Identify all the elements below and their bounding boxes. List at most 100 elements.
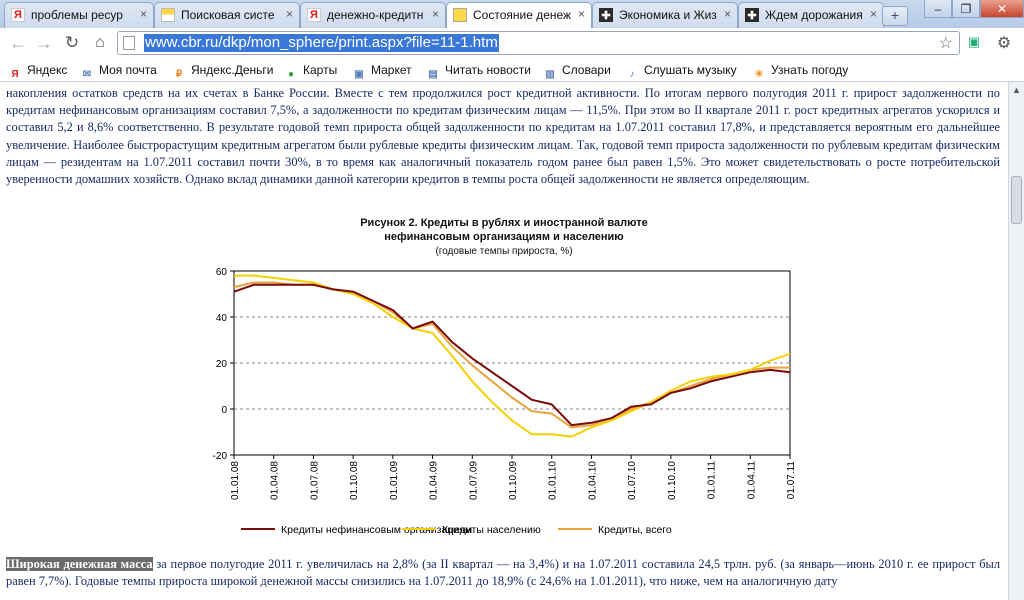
- x-tick-label: 01.07.11: [786, 461, 797, 500]
- tab-2[interactable]: Поисковая систе ×: [154, 2, 300, 28]
- bookmark-label: Читать новости: [445, 63, 531, 77]
- weather-icon: ☀: [754, 69, 764, 80]
- new-tab-button[interactable]: +: [882, 6, 908, 26]
- tab-title: Ждем дорожания: [765, 8, 863, 22]
- x-tick-label: 01.01.10: [548, 461, 559, 500]
- url-text[interactable]: www.cbr.ru/dkp/mon_sphere/print.aspx?fil…: [144, 34, 499, 52]
- toolbar: ← → ↻ ⌂ www.cbr.ru/dkp/mon_sphere/print.…: [0, 28, 1024, 59]
- doc-icon: [453, 8, 467, 22]
- x-tick-label: 01.07.10: [627, 461, 638, 500]
- close-icon[interactable]: ×: [139, 7, 147, 21]
- x-tick-label: 01.01.09: [389, 461, 400, 500]
- legend-label: Кредиты населению: [442, 524, 541, 536]
- yandex-icon: Я: [11, 8, 25, 22]
- x-tick-label: 01.01.08: [230, 461, 241, 500]
- news-icon: ▤: [428, 69, 438, 80]
- tab-6[interactable]: ✚ Ждем дорожания ×: [738, 2, 884, 28]
- star-icon[interactable]: ☆: [938, 35, 953, 52]
- bookmark-3[interactable]: ₽ Яндекс.Деньги: [172, 62, 274, 80]
- tab-title: Состояние денеж: [473, 8, 571, 22]
- x-tick-label: 01.01.11: [707, 461, 718, 500]
- close-icon[interactable]: ×: [723, 7, 731, 21]
- x-tick-label: 01.10.10: [667, 461, 678, 500]
- figure-title: Рисунок 2. Кредиты в рублях и иностранно…: [360, 217, 648, 229]
- x-tick-label: 01.04.11: [746, 461, 757, 500]
- tab-title: Поисковая систе: [181, 8, 275, 22]
- x-tick-label: 01.07.08: [309, 461, 320, 500]
- y-tick-label: 40: [216, 313, 228, 324]
- home-button[interactable]: ⌂: [95, 34, 105, 51]
- x-tick-label: 01.04.10: [587, 461, 598, 500]
- mail-icon: ✉: [82, 69, 92, 80]
- tab-4[interactable]: Состояние денеж ×: [446, 2, 592, 28]
- tab-strip: Я проблемы ресур × Поисковая систе × Я д…: [0, 0, 1024, 28]
- tab-3[interactable]: Я денежно-кредитн ×: [300, 2, 446, 28]
- bold-term: Широкая денежная масса: [6, 557, 153, 571]
- bookmark-label: Слушать музыку: [644, 63, 737, 77]
- article-paragraph: Широкая денежная масса за первое полугод…: [6, 556, 1000, 590]
- bookmark-6[interactable]: ▤ Читать новости: [426, 62, 531, 80]
- maximize-button[interactable]: ❐: [952, 0, 980, 18]
- selected-text: Широкая денежная масса: [6, 557, 153, 571]
- x-tick-label: 01.07.09: [468, 461, 479, 500]
- tab-title: Экономика и Жиз: [619, 8, 717, 22]
- figure-title-line2: нефинансовым организациям и населению: [384, 231, 624, 243]
- address-bar[interactable]: www.cbr.ru/dkp/mon_sphere/print.aspx?fil…: [117, 31, 960, 55]
- series-line-1: [233, 283, 791, 427]
- paragraph-text: за первое полугодие 2011 г. увеличилась …: [6, 557, 1001, 589]
- maps-icon: ●: [287, 69, 295, 80]
- bookmark-label: Словари: [562, 63, 611, 77]
- x-tick-label: 01.04.08: [270, 461, 281, 500]
- minimize-button[interactable]: –: [924, 0, 952, 18]
- scrollbar-thumb[interactable]: [1011, 176, 1022, 224]
- legend-label: Кредиты нефинансовым организациям: [281, 524, 472, 536]
- bookmark-label: Карты: [303, 63, 338, 77]
- line-chart: -20 0 20 40 60 01.01.08 01.04.08 01.07.08 01.10.…: [213, 267, 797, 536]
- reload-button[interactable]: ↻: [64, 33, 80, 52]
- y-tick-label: 20: [216, 359, 228, 370]
- page-action-icon[interactable]: ▣: [967, 34, 981, 49]
- bookmark-label: Узнать погоду: [771, 63, 849, 77]
- tab-title: денежно-кредитн: [327, 8, 424, 22]
- bookmark-4[interactable]: ● Карты: [284, 62, 338, 80]
- x-tick-label: 01.10.09: [508, 461, 519, 500]
- window-close-button[interactable]: ✕: [980, 0, 1024, 18]
- bookmark-2[interactable]: ✉ Моя почта: [80, 62, 157, 80]
- close-icon[interactable]: ×: [869, 7, 877, 21]
- page-content: накопления остатков средств на их счетах…: [0, 82, 1008, 600]
- figure-subtitle: (годовые темпы прироста, %): [435, 246, 573, 257]
- tab-title: проблемы ресур: [31, 8, 123, 22]
- close-icon[interactable]: ×: [431, 7, 439, 21]
- yandex-icon: Я: [11, 69, 19, 80]
- bookmark-label: Моя почта: [99, 63, 157, 77]
- bookmark-7[interactable]: ▥ Словари: [543, 62, 611, 80]
- bookmark-5[interactable]: ▣ Маркет: [352, 62, 411, 80]
- bookmarks-bar: Я Яндекс ✉ Моя почта ₽ Яндекс.Деньги ● Карты ▣ Ма…: [0, 59, 1024, 82]
- bookmark-label: Яндекс: [27, 63, 68, 77]
- close-icon[interactable]: ×: [285, 7, 293, 21]
- scroll-up-arrow[interactable]: ▲: [1012, 85, 1021, 95]
- x-tick-label: 01.10.08: [349, 461, 360, 500]
- forward-button[interactable]: →: [35, 33, 53, 53]
- y-tick-label: -20: [213, 451, 228, 462]
- bookmark-8[interactable]: ♪ Слушать музыку: [625, 62, 737, 80]
- yandex-icon: Я: [307, 8, 321, 22]
- dictionary-icon: ▥: [545, 69, 555, 80]
- wrench-icon[interactable]: ⚙: [996, 35, 1012, 52]
- tab-5[interactable]: ✚ Экономика и Жиз ×: [592, 2, 738, 28]
- bookmark-9[interactable]: ☀ Узнать погоду: [752, 62, 849, 80]
- market-icon: ▣: [354, 69, 364, 80]
- economy-icon: ✚: [599, 8, 613, 22]
- x-tick-label: 01.04.09: [429, 461, 440, 500]
- bookmark-label: Яндекс.Деньги: [191, 63, 274, 77]
- search-icon: [161, 8, 175, 22]
- y-tick-label: 0: [221, 405, 227, 416]
- back-button[interactable]: ←: [9, 33, 27, 53]
- bookmark-1[interactable]: Я Яндекс: [8, 62, 68, 80]
- close-icon[interactable]: ×: [577, 7, 585, 21]
- article-paragraph: накопления остатков средств на их счетах…: [6, 86, 1000, 187]
- legend-label: Кредиты, всего: [598, 524, 672, 536]
- tab-1[interactable]: Я проблемы ресур ×: [4, 2, 154, 28]
- y-tick-label: 60: [216, 267, 228, 278]
- scrollbar[interactable]: ▲: [1008, 82, 1024, 600]
